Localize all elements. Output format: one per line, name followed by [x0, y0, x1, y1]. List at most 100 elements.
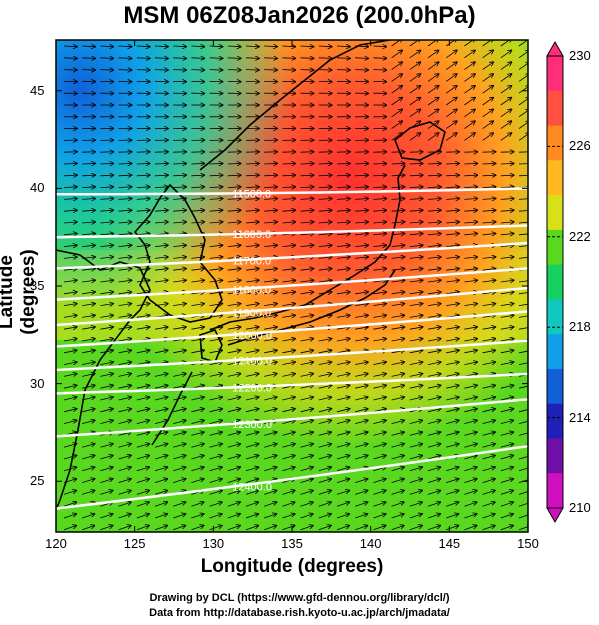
wind-arrow — [464, 490, 476, 495]
wind-arrow — [82, 420, 95, 424]
wind-arrow — [518, 210, 528, 211]
wind-arrow — [173, 222, 186, 223]
wind-arrow — [227, 432, 241, 436]
wind-arrow — [136, 420, 150, 424]
wind-arrow — [209, 374, 223, 377]
wind-arrow — [136, 257, 150, 259]
wind-arrow — [227, 362, 241, 365]
wind-arrow — [391, 444, 405, 448]
wind-arrow — [191, 304, 204, 306]
wind-arrow — [154, 222, 168, 223]
wind-arrow — [391, 74, 403, 82]
wind-arrow — [264, 327, 277, 329]
wind-arrow — [300, 502, 313, 507]
wind-arrow — [227, 198, 241, 199]
wind-arrow — [355, 502, 367, 507]
wind-arrow — [154, 526, 167, 531]
wind-arrow — [191, 245, 204, 246]
wind-arrow — [245, 374, 259, 377]
wind-arrow — [336, 58, 350, 59]
wind-arrow — [318, 526, 331, 531]
wind-arrow — [264, 374, 277, 377]
wind-arrow — [63, 455, 76, 460]
wind-arrow — [136, 502, 149, 507]
wind-arrow — [464, 514, 476, 519]
wind-arrow — [191, 420, 204, 424]
wind-arrow — [118, 234, 132, 235]
wind-arrow — [318, 420, 332, 424]
contour-label: 11500.0 — [232, 188, 271, 200]
wind-arrow — [391, 339, 405, 341]
wind-arrow — [464, 98, 475, 106]
wind-arrow — [100, 210, 113, 211]
wind-arrow — [500, 490, 513, 495]
wind-arrow — [427, 40, 439, 47]
wind-arrow — [409, 327, 423, 329]
wind-arrow — [336, 479, 349, 483]
colorbar-segment — [547, 473, 563, 509]
wind-arrow — [427, 374, 441, 377]
wind-arrow — [373, 187, 386, 188]
wind-arrow — [282, 175, 295, 176]
wind-arrow — [209, 455, 222, 460]
wind-arrow — [464, 62, 475, 70]
wind-arrow — [100, 198, 113, 199]
wind-arrow — [373, 58, 386, 59]
wind-arrow — [118, 502, 131, 507]
wind-arrow — [245, 409, 259, 413]
wind-arrow — [409, 222, 423, 223]
wind-arrow — [518, 385, 528, 389]
wind-arrow — [173, 304, 186, 306]
wind-arrow — [482, 121, 494, 129]
wind-arrow — [336, 362, 350, 365]
wind-arrow — [482, 479, 495, 483]
wind-arrow — [500, 315, 514, 317]
wind-arrow — [245, 222, 259, 223]
wind-arrow — [173, 432, 186, 436]
wind-arrow — [355, 397, 368, 401]
contour-line — [56, 372, 528, 395]
wind-arrow — [464, 397, 477, 401]
wind-arrow — [118, 490, 131, 495]
sakhalin-russia-coastline — [199, 40, 391, 171]
wind-arrow — [227, 187, 241, 188]
wind-arrow — [427, 315, 441, 317]
height-contours: 11500.0 11600.0 11700.0 11800.0 11900.0 12000… — [56, 187, 528, 510]
wind-arrow — [500, 98, 512, 106]
y-axis-label: Latitude (degrees) — [0, 249, 39, 335]
wind-arrow — [245, 175, 259, 176]
wind-arrow — [409, 187, 423, 188]
wind-arrow — [427, 187, 441, 188]
wind-arrow — [154, 198, 168, 199]
wind-arrow — [136, 444, 150, 448]
wind-arrow — [118, 420, 132, 424]
wind-arrow — [391, 292, 405, 294]
wind-arrow — [227, 245, 241, 246]
wind-arrow — [409, 350, 423, 352]
wind-arrow — [154, 374, 168, 377]
wind-arrow — [63, 327, 77, 329]
wind-arrow — [373, 397, 386, 401]
wind-arrow — [518, 432, 528, 436]
wind-arrow — [518, 40, 528, 47]
wind-arrow — [500, 304, 514, 306]
wind-arrow — [82, 514, 94, 519]
wind-arrow — [118, 327, 132, 329]
wind-arrow — [300, 280, 314, 282]
wind-arrow — [282, 280, 295, 282]
wind-arrow — [173, 444, 186, 448]
wind-arrow — [82, 198, 95, 199]
wind-arrow — [100, 163, 113, 164]
colorbar-max-arrow — [546, 40, 564, 57]
wind-arrow — [227, 292, 241, 294]
wind-arrow — [82, 222, 95, 223]
wind-arrow — [227, 374, 241, 377]
wind-arrow — [409, 385, 423, 389]
wind-arrow — [100, 444, 113, 448]
wind-arrow — [482, 86, 494, 94]
wind-arrow — [427, 50, 439, 59]
wind-arrow — [100, 397, 113, 401]
colorbar-tick-label: 230 — [569, 48, 591, 63]
wind-arrow — [464, 187, 477, 188]
wind-arrow — [245, 58, 259, 59]
